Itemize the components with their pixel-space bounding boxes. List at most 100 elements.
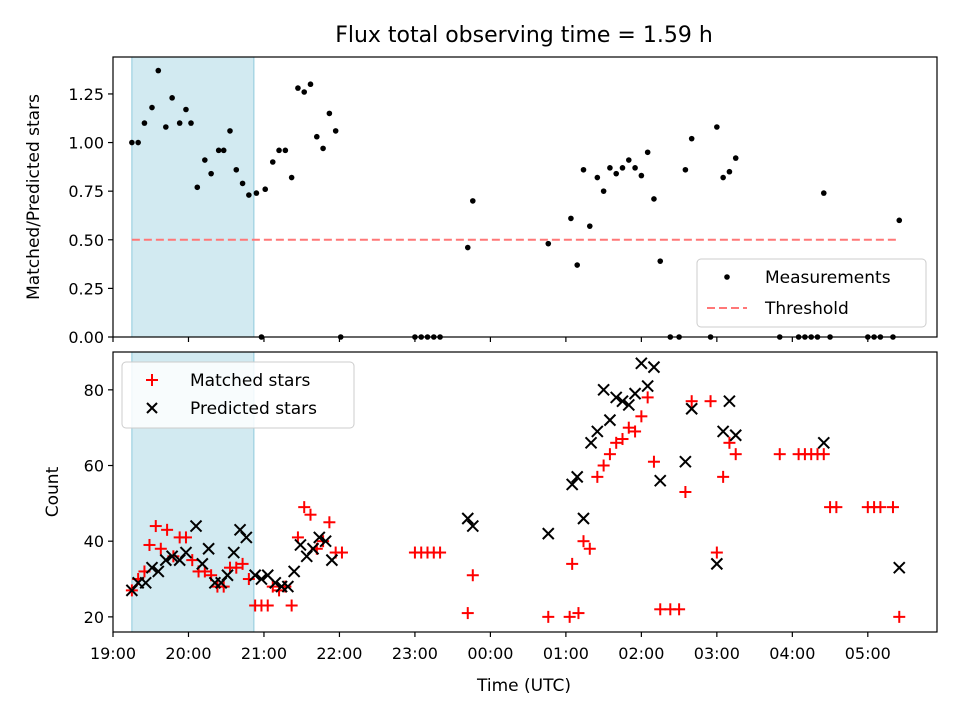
measurement-point	[580, 166, 587, 173]
measurement-point	[282, 147, 289, 154]
legend-threshold-label: Threshold	[764, 299, 849, 319]
bottom-x-ticks: 19:00 20:00 21:00 22:00 23:00 00:00 01:00 02:00…	[90, 632, 891, 663]
measurement-point	[202, 157, 208, 163]
measurement-point	[545, 240, 552, 247]
x-tick-label: 22:00	[316, 644, 362, 663]
top-panel: 0.00 0.25 0.50 0.75 1.00 1.25 Matched/Predict…	[24, 56, 938, 347]
matched-point	[622, 421, 635, 434]
measurement-point	[169, 95, 175, 101]
measurement-point	[215, 147, 222, 154]
predicted-point	[179, 546, 193, 559]
measurement-point	[194, 184, 201, 191]
matched-point	[434, 546, 447, 559]
matched-point	[647, 455, 660, 468]
matched-point	[710, 546, 723, 559]
measurement-point	[276, 147, 282, 154]
predicted-point	[641, 379, 654, 393]
measurement-point	[720, 174, 726, 181]
y-tick-label: 20	[84, 608, 104, 627]
measurement-point	[469, 198, 476, 204]
predicted-point	[609, 391, 623, 404]
measurement-point	[632, 165, 638, 171]
predicted-point	[729, 429, 742, 442]
measurement-point	[246, 192, 252, 198]
top-shaded-span	[131, 56, 255, 338]
matched-point	[817, 448, 830, 461]
top-legend: Measurements Threshold	[696, 258, 927, 328]
bottom-y-ticks: 20 40 60 80	[84, 381, 113, 627]
measurement-point	[896, 217, 903, 224]
measurement-point	[141, 120, 148, 126]
matched-point	[610, 436, 623, 449]
matched-point	[577, 535, 590, 548]
top-legend-box	[696, 258, 927, 328]
matched-point	[874, 501, 887, 514]
legend-measurements-marker	[724, 274, 730, 280]
measurement-point	[688, 135, 695, 142]
measurement-point	[613, 170, 620, 177]
matched-point	[603, 448, 616, 461]
legend-matched-label: Matched stars	[190, 371, 310, 391]
matched-point	[616, 433, 629, 446]
measurement-point	[176, 120, 183, 126]
x-tick-label: 01:00	[543, 644, 589, 663]
predicted-point	[294, 538, 307, 552]
matched-point	[704, 395, 717, 408]
matched-point	[143, 538, 156, 551]
measurement-point	[269, 159, 276, 165]
x-tick-label: 03:00	[694, 644, 740, 663]
x-tick-label: 05:00	[845, 644, 891, 663]
bottom-legend: Matched stars Predicted stars	[121, 361, 355, 429]
matched-point	[566, 557, 579, 570]
predicted-point	[565, 478, 579, 491]
measurement-point	[239, 180, 246, 187]
top-x-ticks	[112, 337, 869, 342]
matched-point	[285, 599, 298, 612]
matched-point	[729, 448, 742, 461]
legend-predicted-label: Predicted stars	[190, 399, 317, 419]
measurement-point	[574, 262, 581, 268]
bottom-axes-frame	[112, 351, 938, 633]
predicted-point	[466, 519, 479, 533]
predicted-point	[461, 512, 474, 525]
predicted-point	[628, 387, 642, 400]
predicted-point	[685, 402, 698, 415]
matched-point	[679, 486, 692, 498]
y-tick-label: 1.25	[68, 85, 104, 104]
y-tick-label: 80	[84, 381, 104, 400]
x-tick-label: 04:00	[769, 644, 815, 663]
matched-point	[161, 523, 174, 536]
matched-point	[685, 395, 698, 408]
legend-predicted-marker	[146, 402, 158, 414]
measurement-point	[726, 168, 733, 175]
measurement-point	[149, 104, 155, 111]
predicted-point	[710, 557, 724, 571]
matched-point	[466, 569, 479, 582]
y-tick-label: 0.75	[68, 182, 104, 201]
predicted-point	[306, 542, 320, 555]
predicted-point	[591, 425, 604, 438]
y-tick-label: 1.00	[68, 134, 104, 153]
measurement-point	[183, 106, 189, 113]
predicted-point	[189, 519, 203, 533]
predicted-point	[584, 436, 598, 450]
top-axes-frame	[112, 56, 938, 338]
matched-point	[179, 531, 192, 544]
measurement-point	[600, 188, 607, 194]
matched-point	[304, 508, 317, 521]
predicted-point	[325, 553, 339, 567]
predicted-point	[196, 557, 209, 571]
measurement-point	[586, 223, 593, 229]
predicted-point	[597, 383, 610, 397]
predicted-point	[281, 580, 295, 593]
matched-point	[591, 470, 604, 483]
matched-point	[635, 410, 648, 423]
predicted-point	[319, 534, 332, 548]
measurement-point	[607, 165, 613, 171]
measurement-point	[301, 89, 308, 95]
measurement-point	[820, 190, 827, 196]
predicted-point	[165, 550, 179, 563]
measurement-point	[295, 85, 301, 91]
predicted-point	[269, 576, 282, 590]
predicted-point	[817, 436, 830, 450]
